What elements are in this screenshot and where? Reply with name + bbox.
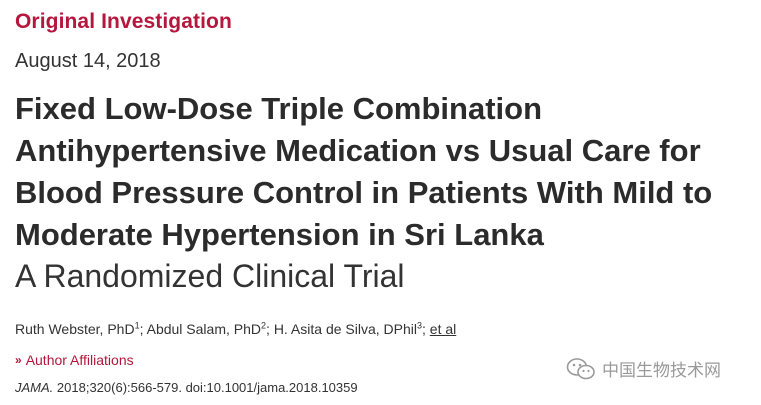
author-name[interactable]: H. Asita de Silva, DPhil — [273, 321, 417, 337]
watermark-text: 中国生物技术网 — [602, 361, 721, 380]
citation-details: 2018;320(6):566-579. doi:10.1001/jama.20… — [53, 380, 358, 395]
author-affiliation-number: 3 — [416, 320, 422, 331]
author-affiliation-number: 2 — [261, 320, 267, 331]
publication-date: August 14, 2018 — [15, 50, 161, 72]
citation: JAMA. 2018;320(6):566-579. doi:10.1001/j… — [15, 380, 358, 395]
author-name[interactable]: Ruth Webster, PhD — [15, 321, 135, 337]
double-chevron-right-icon: » — [15, 353, 22, 367]
author-affiliation-number: 1 — [134, 320, 140, 331]
wechat-logo-icon — [566, 357, 595, 379]
watermark: 中国生物技术网 — [566, 356, 721, 381]
author-affiliations-label: Author Affiliations — [25, 352, 134, 368]
author-list: Ruth Webster, PhD1; Abdul Salam, PhD2; H… — [15, 321, 456, 337]
journal-name: JAMA. — [15, 380, 54, 395]
author-separator: ; — [266, 321, 274, 337]
section-label[interactable]: Original Investigation — [15, 10, 232, 33]
article-title: Fixed Low-Dose Triple Combination Antihy… — [15, 91, 713, 252]
author-separator: ; — [139, 321, 147, 337]
article-subtitle: A Randomized Clinical Trial — [15, 258, 405, 294]
author-affiliations-toggle[interactable]: » Author Affiliations — [15, 352, 134, 368]
author-separator: ; — [422, 321, 430, 337]
author-name[interactable]: Abdul Salam, PhD — [146, 321, 262, 337]
et-al-link[interactable]: et al — [429, 321, 457, 337]
